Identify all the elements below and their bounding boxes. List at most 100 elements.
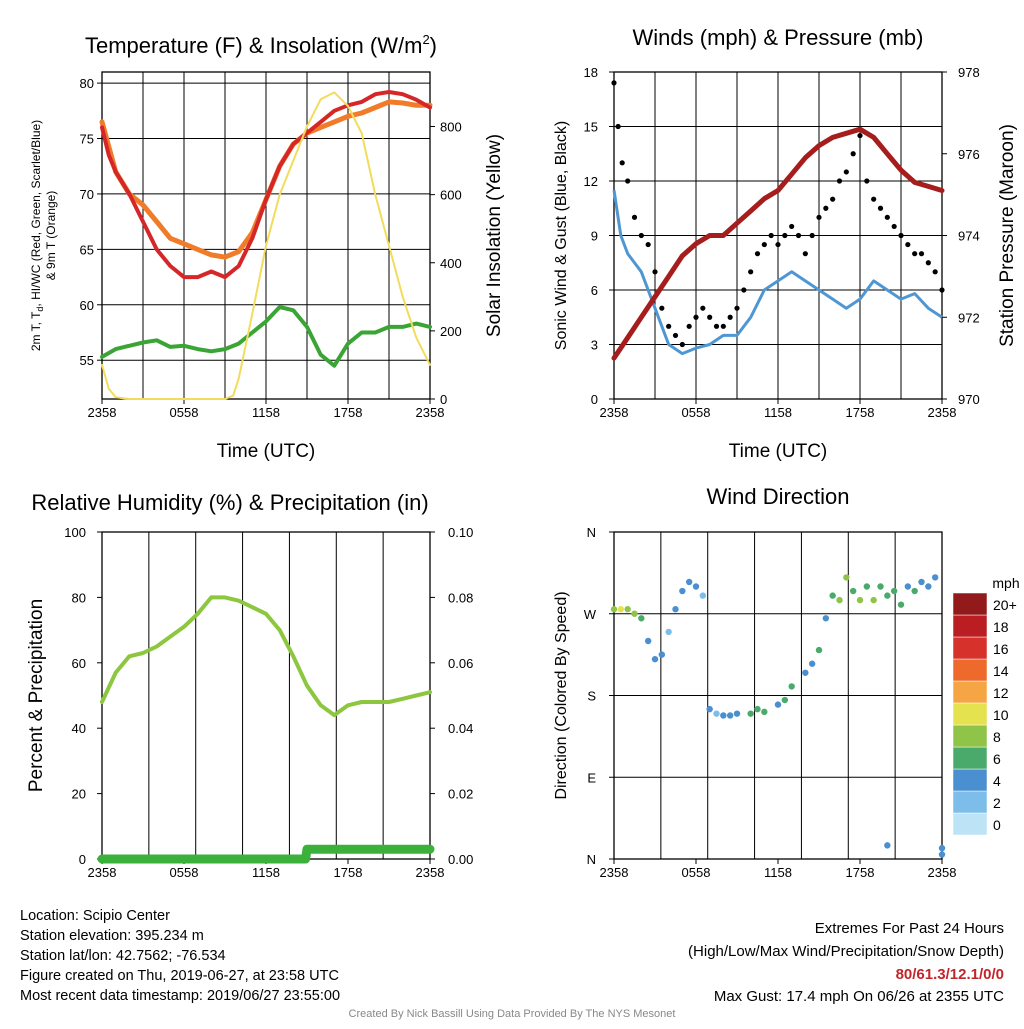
gust-point <box>693 314 699 320</box>
temp-line <box>100 90 432 280</box>
gust-point <box>720 323 726 329</box>
winds-ytick-label: 15 <box>584 120 598 135</box>
direction-point <box>918 578 925 586</box>
rh-xtick-label: 1158 <box>252 865 280 880</box>
extremes-legend: (High/Low/Max Wind/Precipitation/Snow De… <box>688 943 1004 960</box>
colorbar-swatch <box>952 746 988 770</box>
dir-ytick-label: N <box>587 525 596 540</box>
direction-point <box>870 596 877 604</box>
direction-point <box>665 628 672 636</box>
temp-ylabel-right: Solar Insolation (Yellow) <box>484 134 505 337</box>
direction-point <box>863 583 871 590</box>
rh-ytick-right-label: 0.04 <box>448 721 473 736</box>
colorbar-swatch <box>952 658 988 682</box>
winds-frame <box>613 71 943 400</box>
colorbar-label: 14 <box>993 663 1009 679</box>
gust-point <box>727 314 733 320</box>
direction-point <box>699 592 707 599</box>
temp-ylabel-left: 2m T, Td, HI/WC (Red, Green, Scarlet/Blu… <box>29 120 45 351</box>
direction-point <box>720 712 727 719</box>
gust-point <box>741 287 747 293</box>
winds-ytick-right-label: 970 <box>958 392 980 407</box>
direction-point <box>658 651 666 658</box>
temp-xtick-label: 1158 <box>252 405 280 420</box>
direction-point <box>884 592 891 599</box>
gust-point <box>925 260 931 266</box>
temp-ytick-label: 70 <box>80 187 94 202</box>
gust-point <box>659 305 665 311</box>
dewpoint-line <box>100 305 432 368</box>
winds-xtick-label: 0558 <box>682 405 711 420</box>
gust-point <box>918 251 925 257</box>
direction-point <box>610 606 618 613</box>
direction-point <box>802 669 809 676</box>
colorbar-label: 0 <box>993 817 1001 833</box>
dir-title: Wind Direction <box>706 484 849 509</box>
colorbar-swatch <box>952 790 988 814</box>
colorbar-label: 10 <box>993 707 1009 723</box>
temp-ylabel-left-2: & 9m T (Orange) <box>44 191 58 281</box>
colorbar-label: 12 <box>993 685 1009 701</box>
temp-xtick-label: 0558 <box>170 405 199 420</box>
winds-ytick-label: 0 <box>591 392 598 407</box>
temp-ytick-label: 65 <box>80 242 94 257</box>
colorbar-title: mph <box>992 575 1019 591</box>
gust-point <box>748 269 754 275</box>
colorbar-swatch <box>952 680 988 704</box>
colorbar-swatch <box>952 592 988 616</box>
info-location: Location: Scipio Center <box>20 908 170 924</box>
direction-point <box>624 606 631 613</box>
colorbar-swatch <box>952 636 988 660</box>
info-recent: Most recent data timestamp: 2019/06/27 2… <box>20 988 341 1004</box>
direction-point <box>938 844 946 852</box>
direction-point <box>931 574 939 581</box>
gust-point <box>707 314 713 320</box>
gust-point <box>615 123 621 130</box>
winds-ytick-right-label: 976 <box>958 147 980 162</box>
pressure-line <box>611 126 945 361</box>
gust-point <box>939 287 945 293</box>
gust-point <box>713 323 720 329</box>
direction-point <box>808 660 816 667</box>
rh-ytick-label: 0 <box>79 852 86 867</box>
dir-xtick-label: 2358 <box>928 865 957 880</box>
temp-ytick-right-label: 400 <box>440 256 462 271</box>
colorbar-swatch <box>952 702 988 726</box>
gust-point <box>850 151 856 157</box>
colorbar-swatch <box>952 812 988 836</box>
winds-ytick-label: 12 <box>584 174 598 189</box>
gust-point <box>809 232 815 239</box>
gust-point <box>912 251 918 257</box>
gust-point <box>700 305 706 311</box>
colorbar-label: 2 <box>993 795 1001 811</box>
rh-ytick-right-label: 0.10 <box>448 525 473 540</box>
winds-ytick-right-label: 974 <box>958 229 980 244</box>
info-elevation: Station elevation: 395.234 m <box>20 928 204 944</box>
direction-point <box>761 708 768 716</box>
gust-point <box>905 241 911 248</box>
credit-text: Created By Nick Bassill Using Data Provi… <box>348 1008 676 1020</box>
gust-point <box>871 196 877 202</box>
gust-point <box>843 169 849 175</box>
rh-xtick-label: 1758 <box>334 865 363 880</box>
direction-point <box>685 578 693 586</box>
gust-point <box>802 251 808 257</box>
winds-xtick-label: 1758 <box>846 405 875 420</box>
direction-point <box>638 615 645 622</box>
gust-point <box>631 214 638 220</box>
rh-ytick-right-label: 0.06 <box>448 656 473 671</box>
dir-frame <box>613 531 943 860</box>
direction-point <box>925 583 932 590</box>
gust-point <box>789 223 795 230</box>
temp-title: Temperature (F) & Insolation (W/m2) <box>85 32 437 58</box>
direction-point <box>897 601 905 608</box>
winds-ytick-label: 6 <box>591 283 598 298</box>
extremes-values: 80/61.3/12.1/0/0 <box>895 966 1004 983</box>
gust-point <box>619 160 625 166</box>
winds-ytick-label: 9 <box>591 229 598 244</box>
rh-xtick-label: 2358 <box>88 865 117 880</box>
direction-point <box>856 596 864 604</box>
gust-point <box>830 196 836 202</box>
rh-ylabel-left: Percent & Precipitation <box>26 599 47 792</box>
